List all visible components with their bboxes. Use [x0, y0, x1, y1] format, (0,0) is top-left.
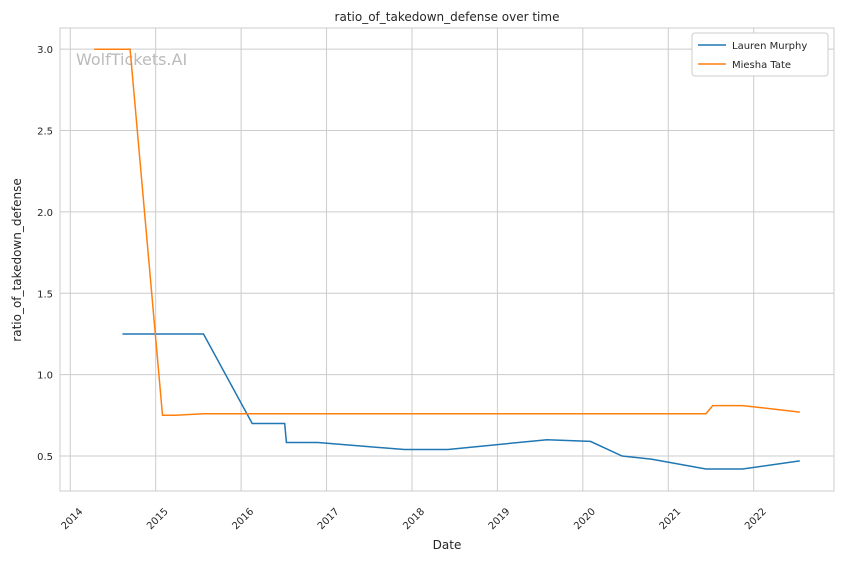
y-tick-label: 1.0	[37, 371, 53, 382]
x-axis-label: Date	[433, 538, 462, 552]
x-tick-label: 2017	[316, 506, 342, 532]
plot-frame	[59, 27, 835, 492]
y-axis-label: ratio_of_takedown_defense	[10, 178, 24, 341]
legend-box	[691, 32, 829, 77]
x-tick-label: 2018	[401, 506, 427, 532]
x-tick-label: 2020	[572, 506, 598, 532]
legend: Lauren Murphy Miesha Tate	[691, 32, 829, 77]
legend-label: Lauren Murphy	[732, 41, 807, 52]
series-line-miesha-tate	[94, 48, 800, 417]
y-tick-label: 1.5	[37, 289, 53, 300]
chart-title: ratio_of_takedown_defense over time	[335, 10, 560, 24]
series-line-lauren-murphy	[122, 333, 800, 470]
x-tick-label: 2016	[230, 506, 256, 532]
legend-label: Miesha Tate	[732, 60, 791, 71]
y-tick-label: 2.5	[37, 127, 53, 138]
x-tick-label: 2019	[487, 506, 513, 532]
x-tick-label: 2015	[145, 506, 171, 532]
x-tick-label: 2021	[658, 506, 684, 532]
y-tick-label: 0.5	[37, 452, 53, 463]
x-tick-label: 2014	[60, 506, 86, 532]
x-tick-label: 2022	[743, 506, 769, 532]
y-tick-label: 2.0	[37, 208, 53, 219]
y-tick-label: 3.0	[37, 45, 53, 56]
